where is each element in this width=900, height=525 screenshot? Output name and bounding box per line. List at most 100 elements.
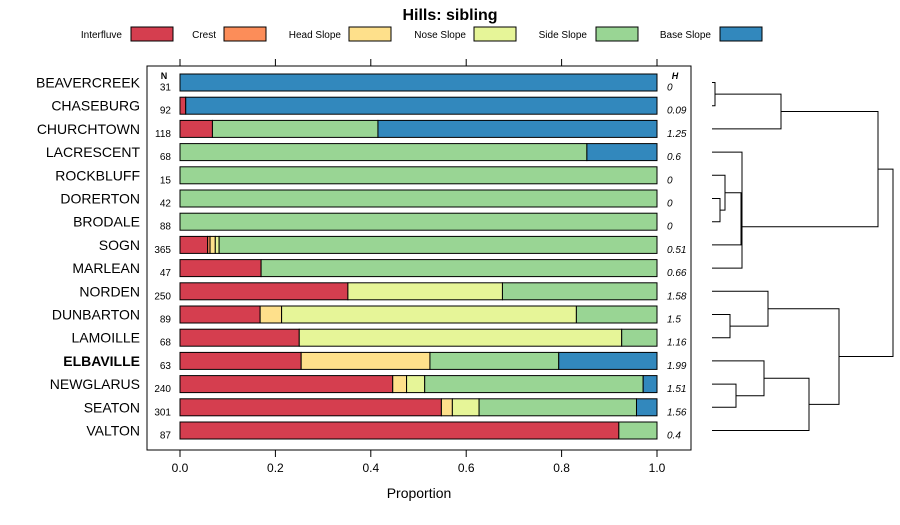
bar-segment-head-slope (393, 376, 407, 393)
row-label-beavercreek: BEAVERCREEK (36, 75, 141, 91)
bar-row-seaton: SEATON 301 1.56 (84, 399, 687, 419)
h-value: 0.6 (667, 152, 681, 163)
dendrogram-branch-8 (712, 315, 730, 338)
n-value: 250 (154, 291, 171, 302)
dendrogram-branch-14 (839, 169, 893, 356)
row-label-seaton: SEATON (84, 399, 140, 415)
bar-segment-interfluve (180, 376, 393, 393)
bar-row-norden: NORDEN 250 1.58 (79, 283, 687, 303)
bar-row-lamoille: LAMOILLE 68 1.16 (72, 329, 687, 349)
legend-label-base-slope: Base Slope (660, 30, 712, 41)
bar-segment-side-slope (219, 236, 657, 253)
h-value: 1.99 (667, 361, 687, 372)
bar-segment-base-slope (643, 376, 657, 393)
bar-segment-interfluve (180, 422, 619, 439)
chart-title: Hills: sibling (402, 7, 497, 24)
row-label-valton: VALTON (86, 423, 140, 439)
legend-label-head-slope: Head Slope (289, 30, 342, 41)
bar-segment-interfluve (180, 306, 260, 323)
x-tick-label-3: 0.6 (458, 461, 475, 475)
h-value: 0 (667, 199, 673, 210)
x-tick-label-5: 1.0 (649, 461, 666, 475)
legend-swatch-base-slope (720, 27, 762, 41)
row-label-marlean: MARLEAN (72, 260, 140, 276)
legend-label-crest: Crest (192, 30, 216, 41)
bar-segment-base-slope (378, 120, 657, 137)
bar-segment-side-slope (180, 190, 657, 207)
bar-segment-nose-slope (452, 399, 479, 416)
row-label-sogn: SOGN (99, 237, 140, 253)
bar-row-newglarus: NEWGLARUS 240 1.51 (50, 376, 687, 396)
dendrogram-branch-5 (712, 152, 742, 219)
n-value: 88 (160, 222, 172, 233)
row-label-lamoille: LAMOILLE (72, 330, 140, 346)
bar-segment-nose-slope (299, 329, 621, 346)
dendrogram-branch-6 (712, 185, 742, 268)
h-value: 0.09 (667, 106, 687, 117)
bar-segment-interfluve (180, 260, 261, 277)
bar-segment-head-slope (441, 399, 452, 416)
h-value: 1.25 (667, 129, 687, 140)
bar-row-churchtown: CHURCHTOWN 118 1.25 (37, 120, 687, 139)
legend-swatch-head-slope (349, 27, 391, 41)
bar-segment-side-slope (180, 167, 657, 184)
x-tick-label-1: 0.2 (267, 461, 284, 475)
bar-segment-side-slope (479, 399, 636, 416)
n-value: 15 (160, 175, 172, 186)
row-label-dunbarton: DUNBARTON (52, 307, 140, 323)
bar-segment-interfluve (180, 399, 441, 416)
h-value: 1.16 (667, 338, 687, 349)
bar-segment-nose-slope (407, 376, 425, 393)
bar-segment-nose-slope (348, 283, 503, 300)
dendrogram-branch-4 (712, 193, 741, 245)
bar-row-dunbarton: DUNBARTON 89 1.5 (52, 306, 682, 326)
bar-segment-base-slope (636, 399, 657, 416)
row-label-lacrescent: LACRESCENT (46, 144, 141, 160)
n-value: 365 (154, 245, 171, 256)
n-value: 31 (160, 83, 172, 94)
dendrogram (712, 83, 893, 431)
bar-rows: BEAVERCREEK 31 0 CHASEBURG 92 0.09 CHURCHTOWN 1… (36, 74, 687, 442)
h-value: 0.51 (667, 245, 686, 256)
legend-label-interfluve: Interfluve (81, 30, 123, 41)
bar-segment-base-slope (559, 352, 657, 369)
h-value: 1.5 (667, 315, 681, 326)
h-value: 0 (667, 83, 673, 94)
legend-swatch-side-slope (596, 27, 638, 41)
row-label-brodale: BRODALE (73, 214, 140, 230)
bar-segment-side-slope (180, 213, 657, 230)
h-column-header: H (672, 71, 679, 81)
bar-row-beavercreek: BEAVERCREEK 31 0 (36, 74, 673, 94)
bar-segment-interfluve (180, 283, 348, 300)
bar-segment-side-slope (430, 352, 559, 369)
dendrogram-branch-10 (712, 384, 736, 407)
dendrogram-branch-13 (768, 309, 839, 405)
row-label-dorerton: DORERTON (60, 191, 140, 207)
bar-segment-interfluve (180, 329, 299, 346)
row-label-churchtown: CHURCHTOWN (37, 121, 140, 137)
h-value: 0.66 (667, 268, 687, 279)
legend-label-nose-slope: Nose Slope (414, 30, 466, 41)
bar-segment-side-slope (425, 376, 643, 393)
bar-row-lacrescent: LACRESCENT 68 0.6 (46, 144, 681, 164)
n-value: 301 (154, 407, 171, 418)
bar-row-rockbluff: ROCKBLUFF 15 0 (55, 167, 673, 187)
x-axis-label: Proportion (387, 485, 452, 501)
n-value: 68 (160, 338, 172, 349)
x-tick-label-4: 0.8 (553, 461, 570, 475)
bar-segment-nose-slope (215, 236, 219, 253)
bar-segment-head-slope (210, 236, 215, 253)
bar-segment-side-slope (622, 329, 657, 346)
bar-segment-interfluve (180, 236, 208, 253)
bar-segment-nose-slope (282, 306, 577, 323)
dendrogram-branch-3 (712, 175, 725, 210)
bar-row-elbaville: ELBAVILLE 63 1.99 (63, 352, 687, 372)
row-label-chaseburg: CHASEBURG (51, 98, 140, 114)
n-value: 47 (160, 268, 172, 279)
n-value: 68 (160, 152, 172, 163)
chart-container: Hills: sibling Interfluve Crest Head Slope… (0, 0, 900, 520)
bar-segment-base-slope (587, 144, 657, 161)
dendrogram-branch-0 (712, 83, 715, 106)
h-value: 0.4 (667, 431, 681, 442)
dendrogram-branch-1 (712, 94, 781, 129)
